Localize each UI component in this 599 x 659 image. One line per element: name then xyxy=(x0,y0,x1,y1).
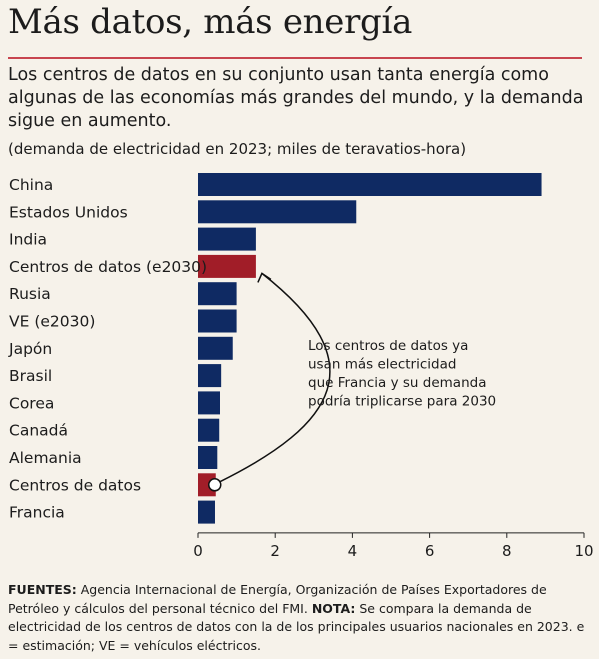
x-tick-label: 4 xyxy=(348,542,358,560)
category-label-brasil: Brasil xyxy=(9,367,52,385)
title-divider xyxy=(8,57,582,59)
bar-estados-unidos xyxy=(198,200,357,224)
category-label-centros-de-datos-e2030: Centros de datos (e2030) xyxy=(9,258,207,276)
category-label-estados-unidos: Estados Unidos xyxy=(9,203,128,221)
category-label-rusia: Rusia xyxy=(9,285,51,303)
category-label-francia: Francia xyxy=(9,504,65,522)
bar-rusia xyxy=(198,282,237,306)
annotation-arrow xyxy=(219,272,331,483)
chart-title: Más datos, más energía xyxy=(8,2,413,42)
category-label-ve-e2030: VE (e2030) xyxy=(9,313,95,331)
note-label: NOTA: xyxy=(311,600,356,616)
chart-subtitle: Los centros de datos en su conjunto usan… xyxy=(8,65,584,131)
category-label-japon: Japón xyxy=(8,340,52,358)
sources-text: Agencia Internacional de Energía, Organi… xyxy=(8,582,547,616)
annotation-line: podría triplicarse para 2030 xyxy=(308,394,496,410)
bar-canada xyxy=(198,418,220,442)
annotation-line: que Francia y su demanda xyxy=(308,375,486,391)
annotation-marker xyxy=(208,478,222,492)
x-tick-label: 0 xyxy=(193,542,203,560)
bar-francia xyxy=(198,500,215,524)
annotation-line: Los centros de datos ya xyxy=(308,338,468,354)
category-label-alemania: Alemania xyxy=(9,449,82,467)
annotation-arrowhead xyxy=(257,272,272,283)
bar-china xyxy=(198,173,542,196)
sources-label: FUENTES: xyxy=(8,582,77,597)
category-label-india: India xyxy=(9,231,47,249)
bar-ve-e2030 xyxy=(198,309,237,333)
bar-chart: China Estados Unidos India Centros de datos… xyxy=(8,173,594,560)
bar-centros-de-datos-e2030 xyxy=(198,254,256,278)
bar-japon xyxy=(198,336,233,360)
category-label-china: China xyxy=(9,176,53,194)
x-tick-label: 6 xyxy=(425,542,435,560)
units-label: (demanda de electricidad en 2023; miles … xyxy=(8,140,467,158)
bar-alemania xyxy=(198,446,218,469)
x-tick-label: 10 xyxy=(574,542,593,560)
bar-india xyxy=(198,227,256,251)
category-label-centros-de-datos: Centros de datos xyxy=(9,476,141,494)
annotation-line: usan más electricidad xyxy=(308,357,456,373)
category-label-corea: Corea xyxy=(9,394,54,412)
x-tick-label: 8 xyxy=(502,542,512,560)
footnote: FUENTES: Agencia Internacional de Energí… xyxy=(8,581,593,655)
note-text: Se compara la demanda de electricidad de… xyxy=(8,600,585,653)
category-label-canada: Canadá xyxy=(9,422,68,440)
bar-brasil xyxy=(198,364,222,388)
annotation-text: Los centros de datos ya usan más electric… xyxy=(308,338,496,410)
bar-corea xyxy=(198,391,221,415)
x-tick-label: 2 xyxy=(270,542,280,560)
